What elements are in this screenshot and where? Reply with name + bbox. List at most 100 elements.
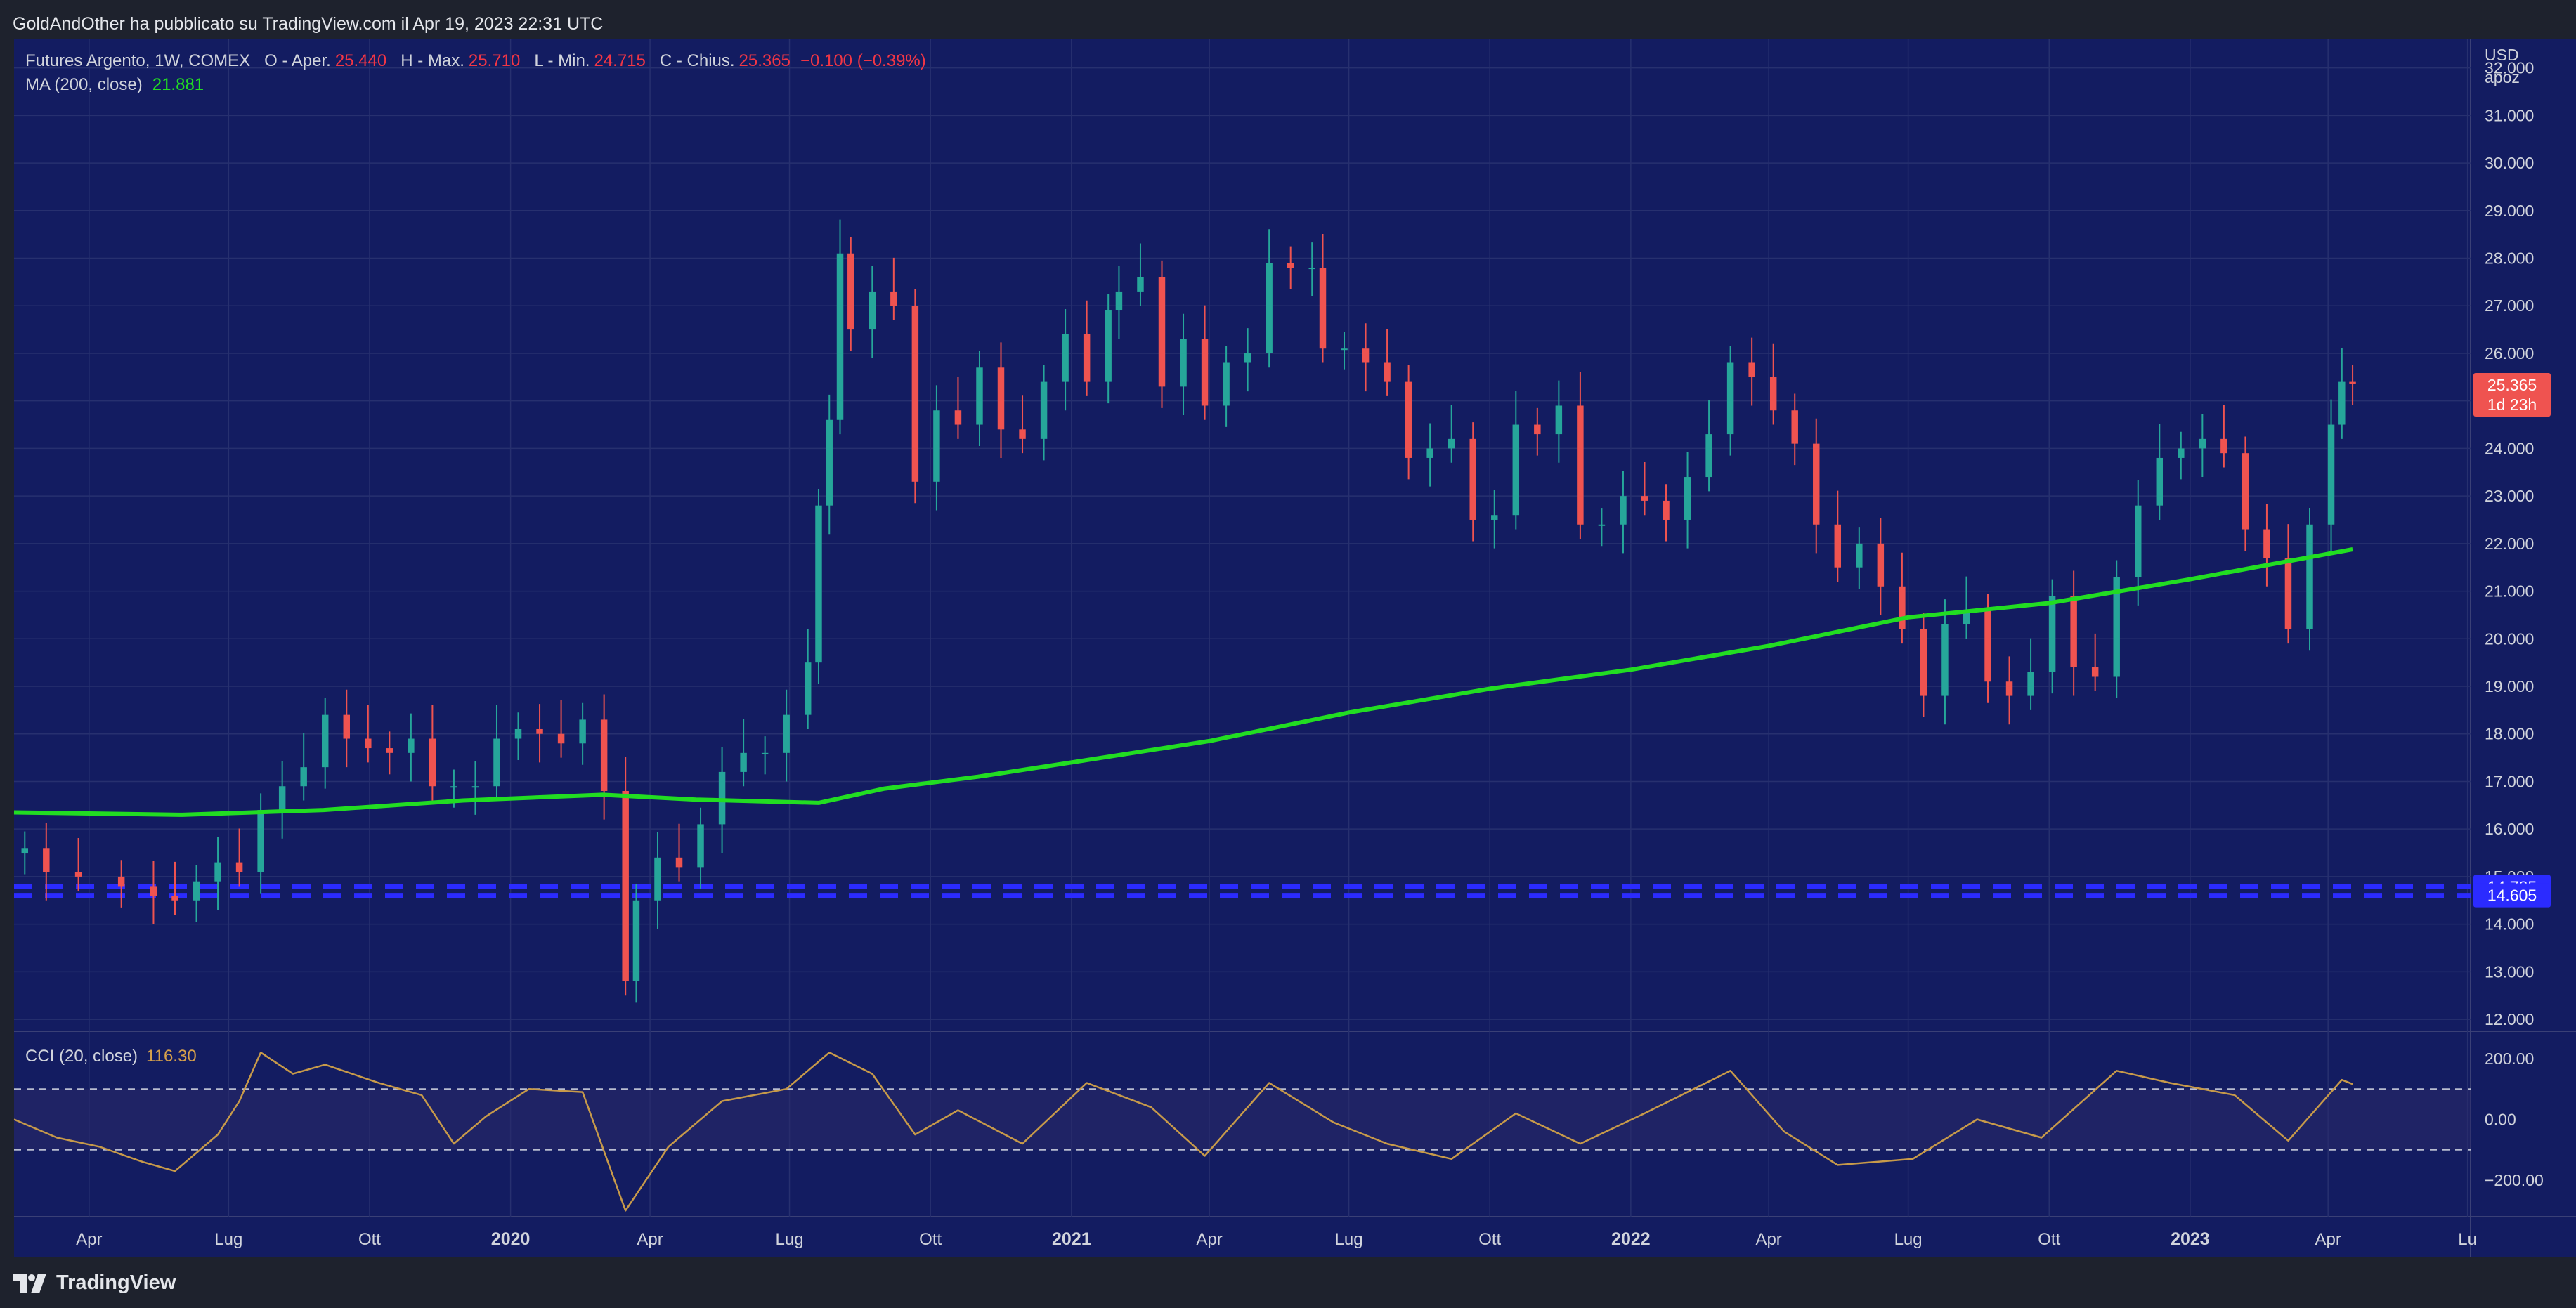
candle-body — [1491, 515, 1498, 520]
candle-body — [1769, 377, 1777, 411]
chart-legend: Futures Argento, 1W, COMEX O - Aper. 25.… — [25, 49, 926, 97]
candle-body — [600, 719, 608, 792]
candle-body — [1598, 524, 1606, 526]
candle-body — [1384, 362, 1391, 382]
candle-body — [1555, 405, 1563, 435]
candle-body — [1426, 448, 1433, 458]
price-tick-label: 16.000 — [2485, 820, 2534, 838]
candle-body — [826, 419, 833, 506]
candle-body — [2048, 596, 2056, 672]
candle-body — [21, 848, 28, 854]
candle-body — [171, 895, 178, 901]
candle-body — [1040, 381, 1048, 439]
candle-body — [2156, 457, 2164, 506]
tradingview-brand[interactable]: TradingView — [13, 1271, 176, 1295]
candle-body — [2327, 424, 2335, 525]
price-tick-label: 13.000 — [2485, 962, 2534, 981]
current-price-badge-text: 25.365 — [2487, 376, 2537, 394]
price-tick-label: 21.000 — [2485, 582, 2534, 601]
candle-body — [654, 857, 661, 901]
candle-body — [1856, 543, 1863, 568]
candle-body — [1180, 339, 1187, 387]
candle-body — [193, 881, 200, 901]
price-tick-label: 12.000 — [2485, 1010, 2534, 1028]
candle-body — [1287, 263, 1294, 268]
candle-body — [1920, 629, 1927, 696]
price-tick-label: 18.000 — [2485, 725, 2534, 743]
ma-200-line[interactable] — [13, 547, 2353, 817]
candle-body — [1469, 438, 1476, 520]
candle-body — [954, 410, 962, 425]
level-low-badge-text: 14.605 — [2487, 887, 2537, 905]
cci-tick-label: −200.00 — [2485, 1171, 2544, 1189]
candle-body — [2113, 577, 2120, 677]
candle-body — [450, 786, 457, 788]
candle-body — [117, 876, 125, 887]
unit-label[interactable]: apoz — [2485, 68, 2520, 86]
brand-name: TradingView — [56, 1271, 176, 1294]
time-tick-label: 2021 — [1052, 1229, 1091, 1249]
candle-body — [1534, 424, 1541, 435]
tradingview-logo-icon — [13, 1273, 46, 1293]
candle-body — [214, 862, 221, 882]
candle-body — [1577, 405, 1584, 525]
time-tick-label: 2023 — [2171, 1229, 2210, 1249]
price-tick-label: 32.000 — [2485, 59, 2534, 77]
candle-body — [697, 824, 704, 868]
candle-body — [1223, 362, 1230, 406]
low-value: 24.715 — [594, 51, 646, 70]
cci-legend[interactable]: CCI (20, close) 116.30 — [25, 1047, 197, 1066]
candle-body — [997, 367, 1005, 430]
price-tick-label: 19.000 — [2485, 677, 2534, 695]
cci-tick-label: 200.00 — [2485, 1049, 2534, 1068]
candle-body — [235, 862, 243, 872]
level-low-badge: 14.605 — [2473, 883, 2551, 908]
candle-body — [408, 738, 415, 753]
ma-legend[interactable]: MA (200, close) 21.881 — [25, 73, 926, 97]
candle-body — [1726, 362, 1734, 435]
price-tick-label: 22.000 — [2485, 535, 2534, 553]
candle-body — [622, 791, 629, 981]
cci-line[interactable] — [13, 1052, 2353, 1212]
open-value: 25.440 — [334, 51, 387, 70]
candle-body — [1362, 348, 1370, 363]
ma-label: MA (200, close) — [25, 75, 143, 94]
candle-body — [2338, 381, 2346, 425]
candle-body — [1663, 500, 1670, 520]
candle-body — [1137, 277, 1144, 292]
price-tick-label: 26.000 — [2485, 344, 2534, 362]
candle-body — [815, 505, 822, 663]
time-tick-label: Lug — [1335, 1230, 1363, 1249]
candle-body — [2284, 558, 2292, 629]
time-tick-label: Lu — [2458, 1230, 2477, 1249]
publisher-header: GoldAndOther ha pubblicato su TradingVie… — [0, 0, 2576, 39]
candle-body — [1941, 624, 1949, 696]
candle-body — [804, 662, 812, 715]
candle-body — [1062, 334, 1069, 382]
price-tick-label: 23.000 — [2485, 487, 2534, 505]
candle-body — [1244, 353, 1251, 363]
time-tick-label: Apr — [637, 1230, 663, 1249]
candle-body — [2220, 438, 2227, 454]
candle-body — [976, 367, 983, 425]
candle-body — [761, 752, 769, 754]
level-low-badge-background — [2473, 883, 2551, 908]
candle-body — [1813, 443, 1820, 525]
candle-body — [675, 857, 683, 868]
candle-body — [536, 728, 543, 734]
candle-body — [2306, 524, 2313, 629]
candle-body — [1405, 381, 1412, 458]
time-tick-label: Ott — [1478, 1230, 1501, 1249]
candle-body — [2135, 505, 2142, 577]
candle-body — [278, 786, 286, 811]
time-tick-label: 2020 — [491, 1229, 531, 1249]
price-tick-label: 17.000 — [2485, 772, 2534, 790]
plot-background — [14, 39, 2471, 1257]
candle-body — [1266, 263, 1273, 353]
candle-body — [321, 714, 329, 768]
symbol-name[interactable]: Futures Argento, 1W, COMEX — [25, 51, 251, 70]
currency-label: USD — [2485, 46, 2519, 64]
current-price-badge-background — [2473, 372, 2551, 417]
